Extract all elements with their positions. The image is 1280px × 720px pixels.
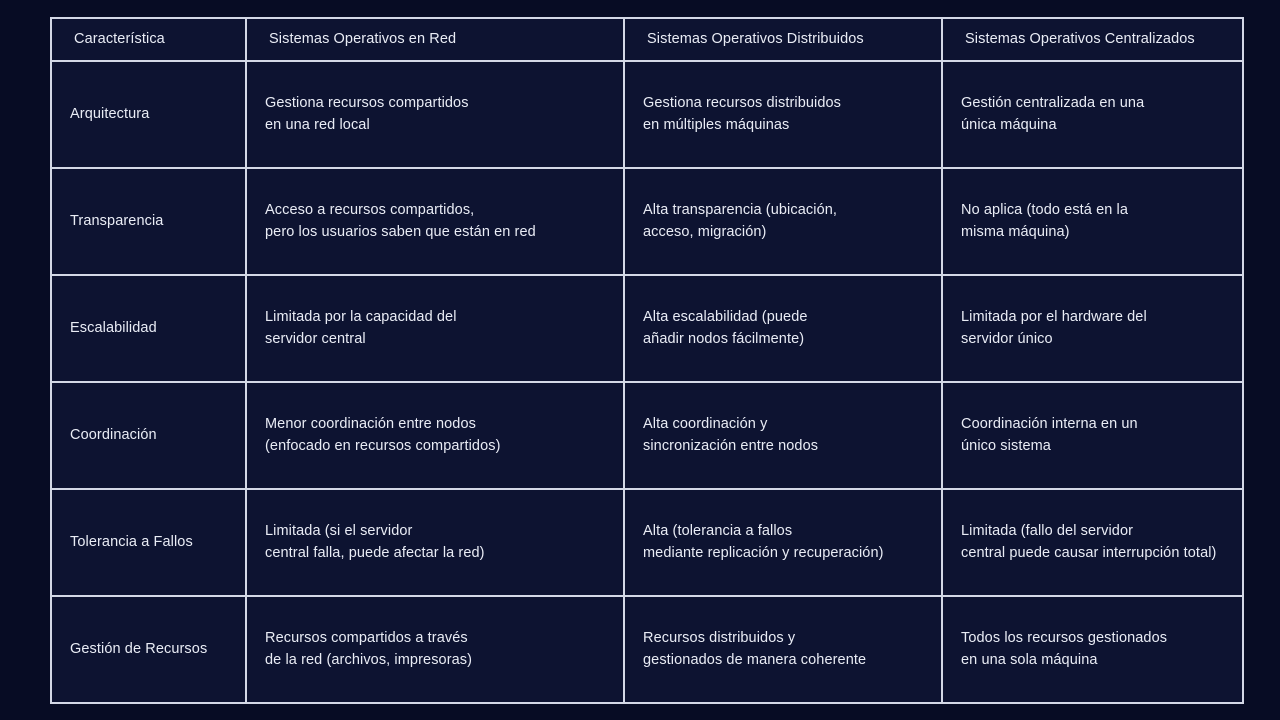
table-cell: No aplica (todo está en la misma máquina…	[941, 167, 1244, 276]
row-header-cell: Gestión de Recursos	[50, 595, 247, 704]
table-cell: Gestión centralizada en una única máquin…	[941, 60, 1244, 169]
table-cell: Coordinación interna en un único sistema	[941, 381, 1244, 490]
row-header-cell: Escalabilidad	[50, 274, 247, 383]
table-row: Coordinación Menor coordinación entre no…	[50, 381, 1244, 490]
column-header: Sistemas Operativos Distribuidos	[623, 17, 943, 62]
row-header-cell: Tolerancia a Fallos	[50, 488, 247, 597]
row-header-cell: Transparencia	[50, 167, 247, 276]
table-cell: Alta (tolerancia a fallos mediante repli…	[623, 488, 943, 597]
table-cell: Limitada (fallo del servidor central pue…	[941, 488, 1244, 597]
comparison-table-container: Característica Sistemas Operativos en Re…	[50, 17, 1244, 704]
table-header-row: Característica Sistemas Operativos en Re…	[50, 17, 1244, 62]
table-row: Arquitectura Gestiona recursos compartid…	[50, 60, 1244, 169]
table-cell: Menor coordinación entre nodos (enfocado…	[245, 381, 625, 490]
column-header: Sistemas Operativos en Red	[245, 17, 625, 62]
table-cell: Recursos distribuidos y gestionados de m…	[623, 595, 943, 704]
table-cell: Recursos compartidos a través de la red …	[245, 595, 625, 704]
table-cell: Alta escalabilidad (puede añadir nodos f…	[623, 274, 943, 383]
os-comparison-table: Característica Sistemas Operativos en Re…	[50, 17, 1244, 704]
table-row: Tolerancia a Fallos Limitada (si el serv…	[50, 488, 1244, 597]
table-row: Escalabilidad Limitada por la capacidad …	[50, 274, 1244, 383]
table-cell: Acceso a recursos compartidos, pero los …	[245, 167, 625, 276]
table-body: Arquitectura Gestiona recursos compartid…	[50, 60, 1244, 704]
table-row: Transparencia Acceso a recursos comparti…	[50, 167, 1244, 276]
row-header-cell: Arquitectura	[50, 60, 247, 169]
table-cell: Gestiona recursos distribuidos en múltip…	[623, 60, 943, 169]
table-cell: Limitada por la capacidad del servidor c…	[245, 274, 625, 383]
table-cell: Gestiona recursos compartidos en una red…	[245, 60, 625, 169]
table-cell: Alta transparencia (ubicación, acceso, m…	[623, 167, 943, 276]
column-header: Característica	[50, 17, 247, 62]
table-cell: Limitada (si el servidor central falla, …	[245, 488, 625, 597]
table-cell: Alta coordinación y sincronización entre…	[623, 381, 943, 490]
table-row: Gestión de Recursos Recursos compartidos…	[50, 595, 1244, 704]
row-header-cell: Coordinación	[50, 381, 247, 490]
table-cell: Todos los recursos gestionados en una so…	[941, 595, 1244, 704]
column-header: Sistemas Operativos Centralizados	[941, 17, 1244, 62]
table-cell: Limitada por el hardware del servidor ún…	[941, 274, 1244, 383]
